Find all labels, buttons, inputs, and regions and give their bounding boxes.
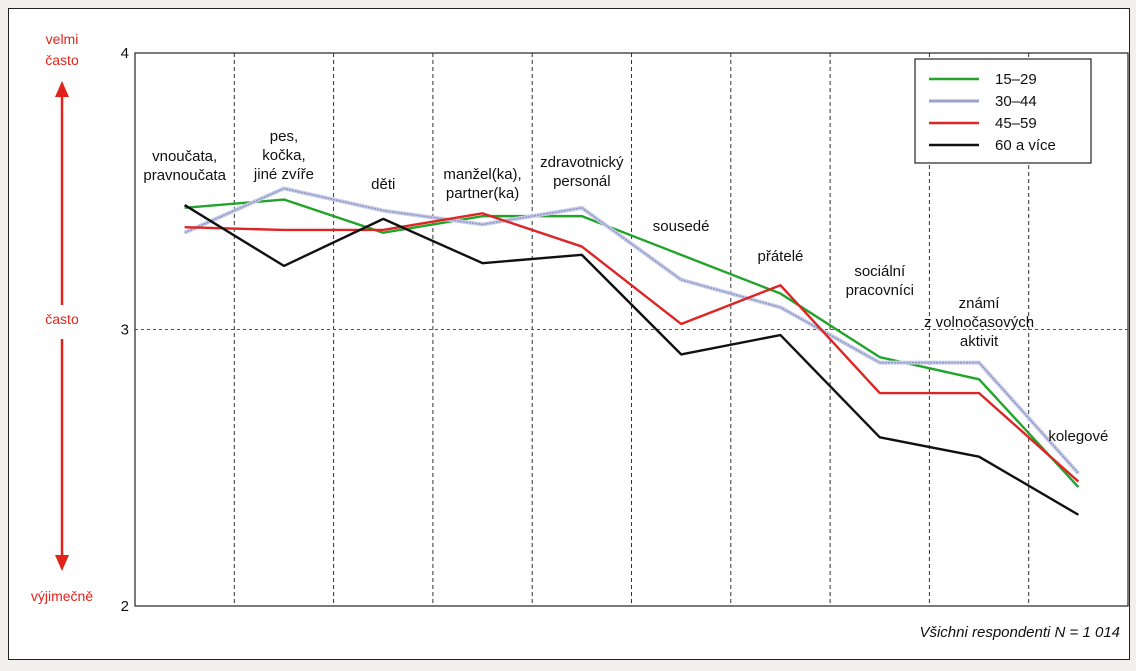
- series-line: [184, 187, 1079, 474]
- category-label: sousedé: [653, 218, 710, 235]
- scale-label: často: [45, 52, 79, 68]
- legend-label: 30–44: [995, 93, 1037, 110]
- chart-frame: 2 3 4 velmi často často výjimečně vnoučata, prav…: [8, 8, 1130, 660]
- category-label: pes,: [270, 128, 298, 145]
- series-line: [184, 204, 1079, 516]
- scale-label: výjimečně: [31, 588, 93, 604]
- y-tick-label: 3: [121, 322, 129, 339]
- category-label: aktivit: [960, 333, 999, 350]
- category-label: kočka,: [262, 147, 305, 164]
- category-label: pracovníci: [846, 282, 914, 299]
- arrow-down-head: [55, 555, 69, 571]
- category-label: přátelé: [758, 248, 804, 265]
- arrow-up-head: [55, 81, 69, 97]
- series-line: [184, 212, 1080, 483]
- respondents-note: Všichni respondenti N = 1 014: [919, 624, 1120, 641]
- category-label: známí: [959, 295, 1001, 312]
- category-label: kolegové: [1048, 428, 1108, 445]
- category-label: personál: [553, 173, 611, 190]
- category-label: partner(ka): [446, 185, 519, 202]
- category-label: z volnočasových: [924, 314, 1034, 331]
- scale-label: často: [45, 311, 79, 327]
- line-chart: 2 3 4 velmi často často výjimečně vnoučata, prav…: [31, 31, 1129, 641]
- legend-label: 60 a více: [995, 137, 1056, 154]
- category-label: pravnoučata: [143, 167, 226, 184]
- legend-label: 15–29: [995, 71, 1037, 88]
- y-tick-label: 2: [121, 598, 129, 615]
- category-label: sociální: [854, 263, 906, 280]
- category-label: manžel(ka),: [443, 166, 521, 183]
- legend-label: 45–59: [995, 115, 1037, 132]
- scale-label: velmi: [46, 31, 79, 47]
- y-tick-label: 4: [121, 45, 129, 62]
- category-label: vnoučata,: [152, 148, 217, 165]
- series-line: [184, 198, 1080, 488]
- category-label: děti: [371, 176, 395, 193]
- category-label: zdravotnický: [540, 154, 624, 171]
- category-label: jiné zvíře: [253, 166, 314, 183]
